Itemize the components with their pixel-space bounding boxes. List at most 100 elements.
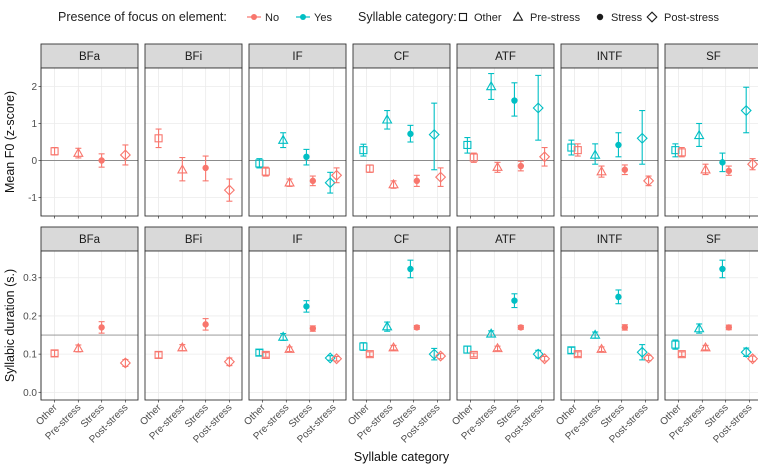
- legend-category-label: Stress: [611, 12, 643, 24]
- facet-atf: ATF: [456, 43, 555, 219]
- panel-border: [560, 250, 659, 401]
- facet-strip: [664, 43, 758, 69]
- point-other-no: [154, 134, 163, 143]
- legend-shape-stress: [596, 13, 604, 21]
- legend-focus-point: [300, 14, 306, 20]
- facet-strip-label: ATF: [495, 234, 516, 246]
- panel-background: [41, 251, 138, 400]
- point-stress-yes: [615, 141, 622, 149]
- point-other-no: [573, 350, 582, 359]
- point-stress-no: [621, 324, 629, 331]
- point-other-no: [261, 167, 270, 176]
- panel-border: [352, 250, 451, 401]
- legend-category-keys: Other Pre-stress Stress Post-stress: [458, 11, 720, 24]
- point-pre-stress-yes: [589, 149, 601, 159]
- point-pre-stress-yes: [381, 114, 393, 124]
- point-other-yes: [567, 143, 576, 152]
- point-other-no: [677, 148, 686, 157]
- point-pre-stress-no: [700, 341, 711, 352]
- point-other-no: [154, 350, 163, 359]
- panel-border: [560, 67, 659, 217]
- legend: Presence of focus on element: No Yes Syll…: [58, 10, 720, 24]
- facet-strip: [248, 226, 347, 252]
- facet-strip-label: CF: [394, 51, 409, 63]
- point-other-no: [50, 147, 59, 156]
- point-stress-no: [413, 177, 421, 185]
- point-post-stress-yes: [324, 177, 336, 189]
- point-stress-yes: [511, 297, 518, 304]
- point-post-stress-yes: [740, 104, 752, 117]
- facet-strip-label: SF: [706, 51, 721, 63]
- x-axis-title: Syllable category: [354, 450, 450, 464]
- panel-background: [561, 251, 658, 400]
- facet-strip-label: INTF: [597, 51, 623, 63]
- point-pre-stress-yes: [381, 320, 393, 331]
- y-axis-title-duration: Syllabic duration (s.): [3, 269, 17, 382]
- facet-strip: [560, 43, 659, 69]
- facet-strip: [40, 226, 139, 252]
- panel-background: [249, 68, 346, 216]
- point-pre-stress-no: [388, 341, 399, 352]
- point-post-stress-no: [119, 357, 131, 369]
- point-stress-yes: [615, 293, 622, 301]
- point-stress-no: [621, 166, 629, 173]
- facet-strip-label: BFi: [185, 234, 202, 246]
- point-stress-no: [725, 167, 733, 175]
- point-other-yes: [463, 140, 472, 150]
- point-other-yes: [359, 146, 368, 155]
- point-stress-no: [309, 177, 317, 185]
- legend-category-label: Pre-stress: [530, 12, 581, 24]
- point-pre-stress-yes: [277, 134, 289, 144]
- facet-intf: INTF: [560, 43, 659, 219]
- facet-strip: [560, 226, 659, 252]
- facet-strip-label: BFa: [79, 234, 101, 246]
- legend-category-label: Other: [474, 12, 502, 24]
- point-post-stress-no: [539, 353, 551, 365]
- point-post-stress-yes: [428, 348, 440, 360]
- point-post-stress-no: [643, 352, 655, 364]
- legend-shape-pre-stress: [512, 11, 524, 21]
- point-pre-stress-no: [388, 178, 399, 189]
- point-other-no: [365, 164, 374, 173]
- facet-strip-label: ATF: [495, 51, 516, 63]
- point-pre-stress-no: [700, 164, 711, 174]
- panel-border: [664, 250, 758, 401]
- legend-focus-label: Yes: [314, 12, 332, 24]
- point-pre-stress-no: [73, 147, 84, 157]
- panel-background: [353, 251, 450, 400]
- panel-background: [665, 68, 758, 216]
- y-tick-label: 0.2: [23, 311, 37, 322]
- point-post-stress-no: [643, 175, 655, 187]
- point-stress-no: [725, 324, 733, 331]
- legend-category-title: Syllable category:: [358, 10, 457, 24]
- facet-strip: [456, 43, 555, 69]
- point-stress-yes: [303, 303, 310, 310]
- point-other-no: [677, 350, 686, 359]
- point-post-stress-no: [331, 353, 343, 365]
- point-stress-no: [309, 325, 317, 332]
- legend-focus-keys: No Yes: [247, 12, 332, 24]
- point-other-no: [365, 350, 374, 359]
- point-stress-no: [202, 164, 209, 172]
- point-post-stress-yes: [740, 346, 752, 358]
- y-tick-label: -1: [28, 193, 37, 204]
- facet-strip-label: INTF: [597, 234, 623, 246]
- point-post-stress-yes: [532, 348, 544, 360]
- point-post-stress-yes: [636, 346, 648, 358]
- panel-border: [664, 67, 758, 217]
- panel-border: [352, 67, 451, 217]
- panel-background: [457, 251, 554, 400]
- facet-bfi: BFi: [144, 43, 243, 219]
- point-pre-stress-no: [284, 176, 295, 187]
- facet-strip-label: IF: [292, 51, 302, 63]
- panel-border: [456, 250, 555, 401]
- facet-bfa: BFa: [40, 43, 139, 219]
- point-other-no: [573, 146, 582, 155]
- point-pre-stress-no: [596, 343, 607, 353]
- facet-strip: [352, 226, 451, 252]
- point-post-stress-no: [119, 149, 131, 161]
- facet-if: IF: [248, 43, 347, 219]
